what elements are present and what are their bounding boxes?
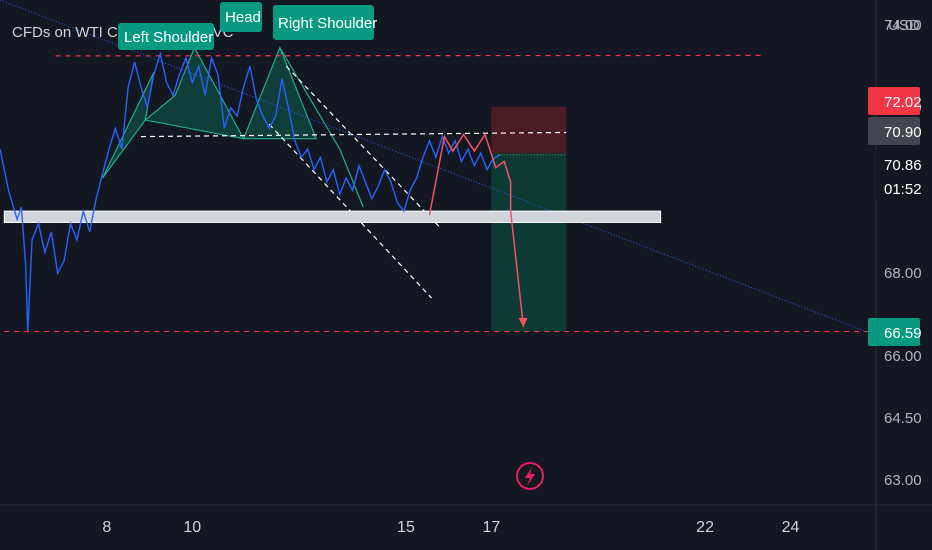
currency-label: USD [888, 17, 920, 34]
x-tick-label: 10 [183, 519, 201, 536]
y-tick-label: 74.00 [884, 17, 922, 34]
entry-price-text: 70.90 [884, 124, 922, 141]
price-series-line [0, 51, 501, 332]
neckline-dashed-line[interactable] [141, 131, 567, 138]
right-shoulder-label: Right Shoulder [278, 15, 377, 32]
entry-price-badge[interactable]: 70.90 [868, 117, 922, 145]
x-tick-label: 17 [483, 519, 501, 536]
pattern-tail [279, 47, 364, 208]
x-tick-label: 24 [782, 519, 800, 536]
x-tick-label: 15 [397, 519, 415, 536]
target-price-text: 66.59 [884, 325, 922, 342]
y-tick-label: 68.00 [884, 265, 922, 282]
head-label: Head [225, 9, 261, 26]
last-price-text: 70.86 [884, 157, 922, 174]
projection-path[interactable] [428, 132, 525, 328]
x-tick-label: 22 [696, 519, 714, 536]
stop-price-text: 72.02 [884, 94, 922, 111]
support-zone-band[interactable] [3, 210, 662, 223]
y-tick-label: 64.50 [884, 410, 922, 427]
take-profit-zone[interactable] [491, 153, 567, 332]
y-tick-label: 66.00 [884, 348, 922, 365]
stop-price-badge[interactable]: 72.02 [868, 87, 922, 115]
head-annotation[interactable]: Head [220, 2, 262, 32]
right-shoulder-annotation[interactable]: Right Shoulder [273, 5, 377, 40]
resistance-dashed-line[interactable] [55, 54, 765, 57]
left-shoulder-annotation[interactable]: Left Shoulder [118, 23, 214, 50]
last-price-badge[interactable]: 70.86 01:52 [876, 150, 924, 202]
x-tick-label: 8 [102, 519, 111, 536]
projection-arrow [518, 318, 528, 328]
y-tick-label: 63.00 [884, 472, 922, 489]
x-axis-ticks: 8 10 15 17 22 24 [102, 519, 799, 536]
left-shoulder-label: Left Shoulder [124, 29, 213, 46]
flash-event-icon[interactable] [516, 462, 544, 490]
stop-loss-zone[interactable] [491, 106, 567, 154]
countdown-text: 01:52 [884, 181, 922, 198]
target-price-badge[interactable]: 66.59 [868, 318, 922, 346]
channel-line-upper[interactable] [285, 65, 441, 229]
